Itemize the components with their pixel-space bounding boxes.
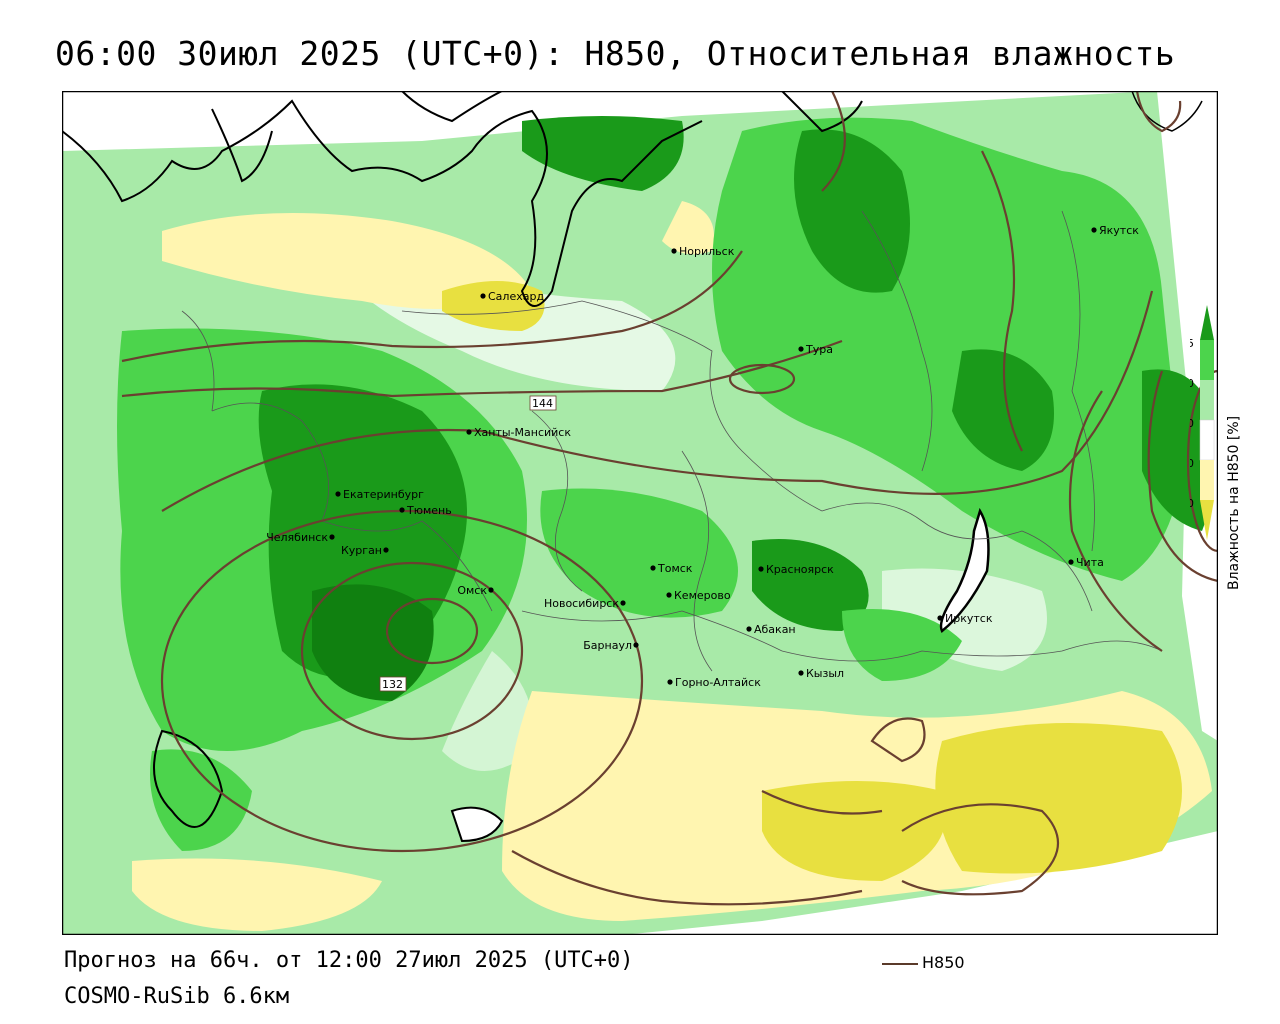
colorbar-tick-95: 95 xyxy=(1190,337,1194,350)
city-label: Барнаул xyxy=(583,639,632,652)
city-label: Норильск xyxy=(679,245,735,258)
city-label: Красноярск xyxy=(766,563,834,576)
city-label: Абакан xyxy=(754,623,796,636)
contour-label-144: 144 xyxy=(532,397,553,410)
humidity-map: 144 132 Салехард Норильск Якутск Тура Ханты-… xyxy=(62,91,1218,935)
city-dot xyxy=(667,679,673,685)
city-label: Кызыл xyxy=(806,667,844,680)
legend-line-swatch xyxy=(882,962,918,965)
city-dot xyxy=(488,587,494,593)
city-dot xyxy=(1091,227,1097,233)
city-dot xyxy=(758,566,764,572)
city-label: Якутск xyxy=(1099,224,1139,237)
city-label: Чита xyxy=(1076,556,1104,569)
city-label: Горно-Алтайск xyxy=(675,676,761,689)
city-label: Тюмень xyxy=(406,504,452,517)
colorbar-tick-20: 20 xyxy=(1190,497,1194,510)
model-name: COSMO-RuSib 6.6км xyxy=(64,984,290,1009)
city-dot xyxy=(466,429,472,435)
colorbar: 95 80 60 40 20 xyxy=(1190,305,1215,540)
legend: H850 xyxy=(882,953,965,972)
city-dot xyxy=(666,592,672,598)
city-label: Курган xyxy=(341,544,382,557)
city-label: Иркутск xyxy=(945,612,993,625)
colorbar-tick-40: 40 xyxy=(1190,457,1194,470)
city-label: Томск xyxy=(657,562,693,575)
colorbar-title: Влажность на H850 [%] xyxy=(1226,415,1242,590)
city-label: Омск xyxy=(457,584,487,597)
map-title: 06:00 30июл 2025 (UTC+0): H850, Относите… xyxy=(55,34,1176,73)
contour-label-132: 132 xyxy=(382,678,403,691)
city-dot xyxy=(746,626,752,632)
city-dot xyxy=(798,670,804,676)
city-label: Новосибирск xyxy=(544,597,619,610)
city-dot xyxy=(480,293,486,299)
city-dot xyxy=(329,534,335,540)
city-dot xyxy=(383,547,389,553)
city-label: Челябинск xyxy=(266,531,328,544)
city-dot xyxy=(798,346,804,352)
city-label: Салехард xyxy=(488,290,544,303)
colorbar-tick-80: 80 xyxy=(1190,377,1194,390)
city-label: Кемерово xyxy=(674,589,731,602)
city-dot xyxy=(671,248,677,254)
city-dot xyxy=(650,565,656,571)
city-dot xyxy=(937,615,943,621)
city-dot xyxy=(633,642,639,648)
city-dot xyxy=(335,491,341,497)
city-markers: Салехард Норильск Якутск Тура Ханты-Мансийск… xyxy=(266,224,1139,689)
city-label: Тура xyxy=(805,343,833,356)
city-label: Екатеринбург xyxy=(343,488,424,501)
colorbar-tick-60: 60 xyxy=(1190,417,1194,430)
city-label: Ханты-Мансийск xyxy=(474,426,571,439)
city-dot xyxy=(399,507,405,513)
city-dot xyxy=(620,600,626,606)
legend-label: H850 xyxy=(922,953,965,972)
forecast-info: Прогноз на 66ч. от 12:00 27июл 2025 (UTC… xyxy=(64,948,634,973)
city-dot xyxy=(1068,559,1074,565)
